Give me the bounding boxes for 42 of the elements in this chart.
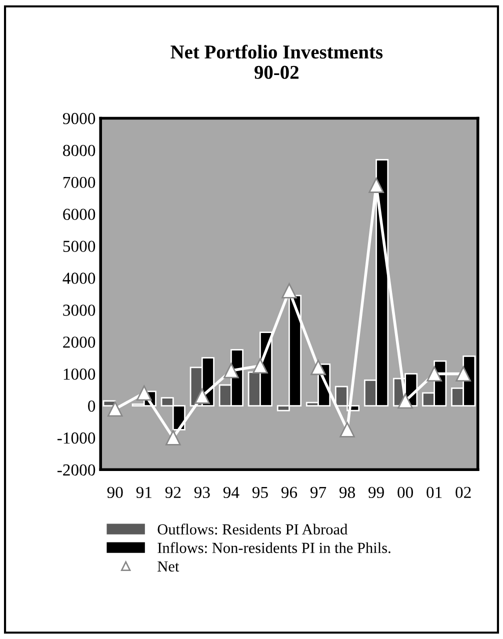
legend-label: Outflows: Residents PI Abroad (158, 524, 348, 535)
point (224, 362, 239, 378)
x-tick-label: 00 (398, 486, 413, 498)
y-tick-label: 6000 (63, 208, 96, 220)
y-tick-label: 5000 (63, 240, 96, 252)
x-tick-label: 01 (426, 486, 442, 498)
point (310, 360, 326, 376)
point (107, 401, 123, 417)
legend-label: Inflows: Non-residents PI in the Phils. (158, 542, 390, 554)
point (368, 178, 384, 193)
y-tick-label: 7000 (64, 176, 96, 188)
y-tick-label: -1000 (57, 432, 96, 444)
point (456, 366, 471, 382)
x-tick-label: 92 (165, 486, 181, 498)
x-tick-label: 95 (252, 486, 268, 498)
y-tick-label: 8000 (63, 144, 96, 156)
x-tick-label: 97 (310, 486, 326, 498)
point (398, 393, 413, 409)
point (136, 385, 152, 401)
legend-label: Net (158, 561, 180, 572)
point (252, 358, 268, 374)
x-tick-label: 91 (136, 486, 152, 498)
y-tick-label: 0 (88, 400, 96, 412)
y-tick-label: 9000 (62, 112, 96, 124)
x-tick-label: 98 (339, 486, 355, 498)
x-tick-label: 94 (223, 486, 240, 498)
point (426, 366, 442, 382)
chart-title: Net Portfolio Investments 90-02 (170, 44, 383, 79)
point (282, 283, 297, 298)
y-tick-label: 2000 (63, 336, 96, 348)
x-tick-label: 90 (107, 486, 123, 498)
y-tick-label: -2000 (57, 464, 96, 476)
point (340, 422, 355, 438)
x-tick-label: 99 (368, 486, 384, 498)
x-tick-label: 93 (194, 486, 210, 498)
point (194, 388, 210, 404)
point (166, 430, 181, 446)
y-tick-label: 3000 (63, 304, 96, 316)
x-tick-label: 96 (281, 486, 298, 498)
x-tick-label: 02 (456, 486, 471, 498)
y-tick-label: 4000 (62, 272, 96, 284)
y-tick-label: 1000 (64, 368, 96, 380)
